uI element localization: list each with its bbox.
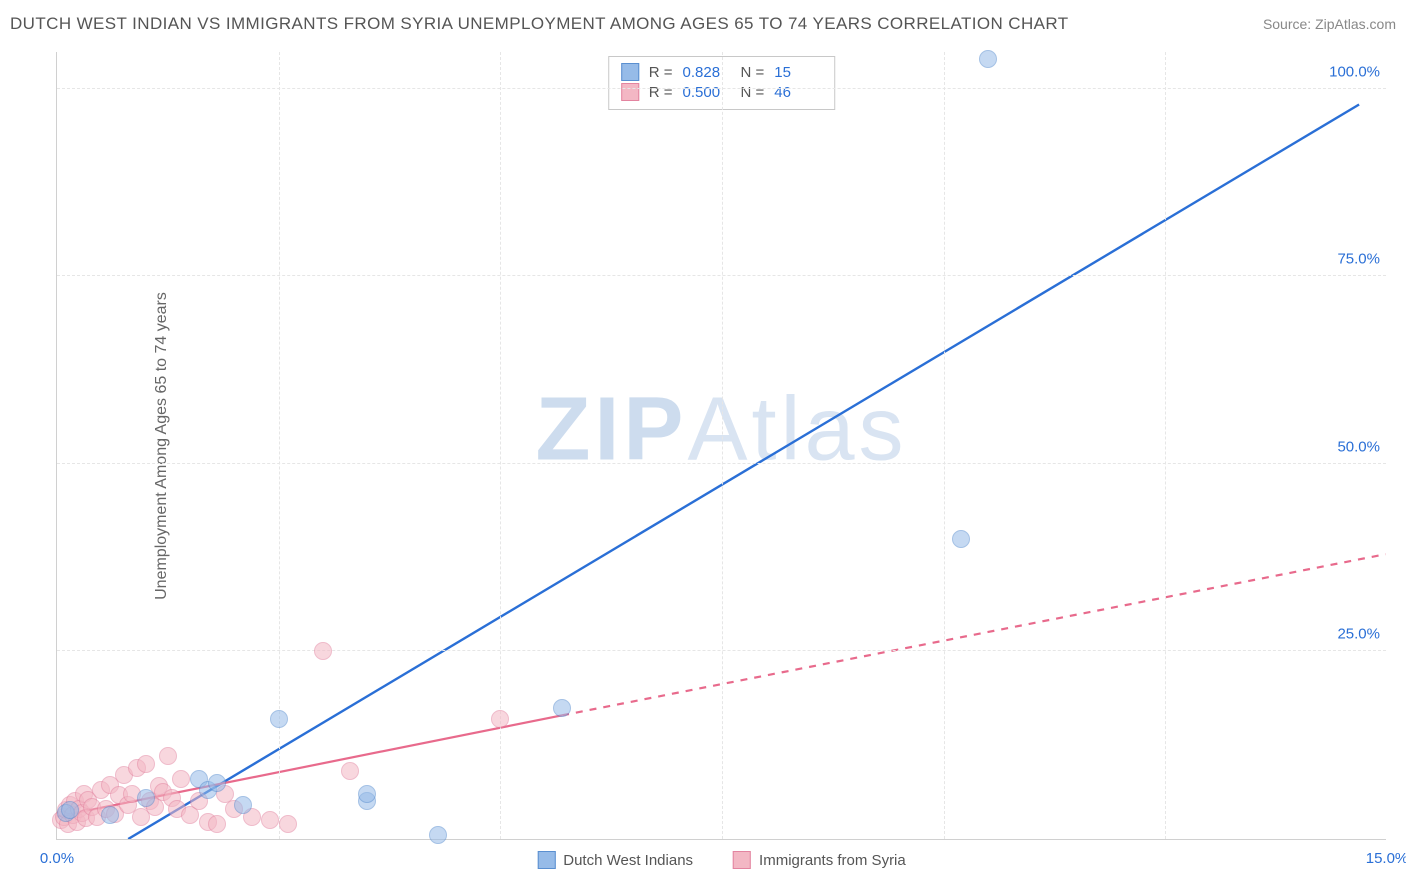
y-tick-label: 25.0%	[1337, 626, 1380, 643]
data-point	[61, 801, 79, 819]
data-point	[341, 762, 359, 780]
grid-v	[944, 52, 945, 839]
grid-v	[1165, 52, 1166, 839]
data-point	[270, 710, 288, 728]
legend-item: Dutch West Indians	[537, 851, 693, 869]
data-point	[314, 642, 332, 660]
stat-r-label: R =	[649, 84, 673, 101]
source-label: Source: ZipAtlas.com	[1263, 16, 1396, 32]
data-point	[979, 50, 997, 68]
data-point	[952, 530, 970, 548]
stat-n-value: 15	[774, 64, 822, 81]
legend-label: Dutch West Indians	[563, 852, 693, 869]
stat-r-value: 0.828	[683, 64, 731, 81]
legend-label: Immigrants from Syria	[759, 852, 906, 869]
data-point	[429, 826, 447, 844]
data-point	[261, 811, 279, 829]
legend-swatch	[621, 63, 639, 81]
data-point	[101, 806, 119, 824]
data-point	[208, 774, 226, 792]
data-point	[234, 796, 252, 814]
data-point	[172, 770, 190, 788]
stat-n-value: 46	[774, 84, 822, 101]
legend-swatch	[733, 851, 751, 869]
data-point	[279, 815, 297, 833]
data-point	[358, 785, 376, 803]
data-point	[208, 815, 226, 833]
data-point	[137, 755, 155, 773]
bottom-legend: Dutch West Indians Immigrants from Syria	[537, 851, 906, 869]
data-point	[553, 699, 571, 717]
data-point	[137, 789, 155, 807]
stat-r-label: R =	[649, 64, 673, 81]
y-tick-label: 50.0%	[1337, 438, 1380, 455]
legend-swatch	[537, 851, 555, 869]
data-point	[491, 710, 509, 728]
y-tick-label: 75.0%	[1337, 251, 1380, 268]
legend-swatch	[621, 83, 639, 101]
watermark-atlas: Atlas	[687, 379, 907, 479]
legend-item: Immigrants from Syria	[733, 851, 906, 869]
grid-v	[722, 52, 723, 839]
stat-n-label: N =	[741, 64, 765, 81]
watermark-zip: ZIP	[535, 379, 687, 479]
chart-title: DUTCH WEST INDIAN VS IMMIGRANTS FROM SYR…	[10, 14, 1069, 34]
y-tick-label: 100.0%	[1329, 63, 1380, 80]
title-bar: DUTCH WEST INDIAN VS IMMIGRANTS FROM SYR…	[10, 14, 1396, 34]
x-tick-label: 0.0%	[40, 850, 74, 867]
stat-r-value: 0.500	[683, 84, 731, 101]
stat-n-label: N =	[741, 84, 765, 101]
data-point	[159, 747, 177, 765]
x-tick-label: 15.0%	[1366, 850, 1406, 867]
scatter-plot: ZIPAtlas R =0.828N =15R =0.500N =46 Dutc…	[56, 52, 1386, 840]
